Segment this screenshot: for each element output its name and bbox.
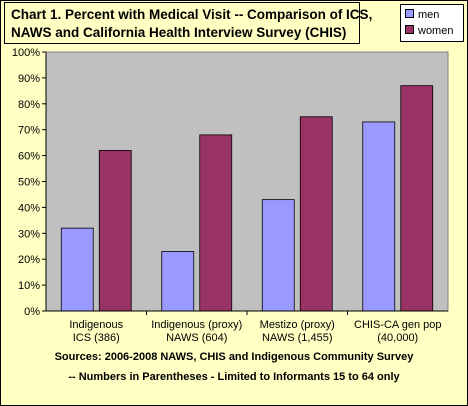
bar-women: [299, 116, 333, 312]
x-tick-label: (40,000): [377, 332, 418, 344]
y-tick-label: 100%: [12, 47, 40, 59]
legend-item-women: women: [405, 25, 453, 37]
bar-women: [98, 150, 132, 312]
legend-label-women: women: [418, 25, 454, 37]
bar-men: [161, 251, 195, 312]
y-tick-label: 60%: [18, 151, 40, 163]
legend-swatch-women: [405, 25, 414, 34]
chart-footer-note: -- Numbers in Parentheses - Limited to I…: [68, 371, 400, 383]
legend: men women: [400, 4, 464, 42]
x-tick-label: Indigenous (proxy): [151, 319, 242, 331]
y-tick-label: 70%: [18, 125, 40, 137]
x-tick-label: Indigenous: [69, 319, 123, 331]
y-tick-label: 50%: [18, 177, 40, 189]
bar-women: [199, 134, 233, 312]
bar-women: [400, 85, 434, 312]
x-tick-label: Mestizo (proxy): [260, 319, 335, 331]
x-tick-label: ICS (386): [73, 332, 120, 344]
bar-men: [261, 199, 295, 312]
chart-title-line-1: Chart 1. Percent with Medical Visit -- C…: [11, 7, 373, 22]
x-tick-label: NAWS (604): [166, 332, 227, 344]
y-tick-label: 10%: [18, 280, 40, 292]
bar-men: [362, 121, 396, 312]
x-tick-label: NAWS (1,455): [262, 332, 333, 344]
legend-swatch-men: [405, 9, 414, 18]
legend-label-men: men: [418, 9, 440, 21]
y-tick-label: 30%: [18, 228, 40, 240]
y-tick-label: 40%: [18, 202, 40, 214]
y-axis: 0% 10% 20% 30% 40% 50% 60% 70% 80% 90% 100%: [12, 47, 47, 318]
chart-title-box: Chart 1. Percent with Medical Visit -- C…: [4, 2, 372, 44]
y-tick-label: 20%: [18, 254, 40, 266]
x-tick-label: CHIS-CA gen pop: [354, 319, 441, 331]
chart-footer-sources: Sources: 2006-2008 NAWS, CHIS and Indige…: [54, 351, 414, 363]
y-tick-label: 0%: [24, 306, 40, 318]
chart-title-line-2: NAWS and California Health Interview Sur…: [11, 25, 347, 40]
bar-men: [60, 227, 94, 312]
y-tick-label: 80%: [18, 99, 40, 111]
bar-group: [60, 85, 434, 312]
y-tick-label: 90%: [18, 73, 40, 85]
legend-item-men: men: [405, 9, 439, 21]
